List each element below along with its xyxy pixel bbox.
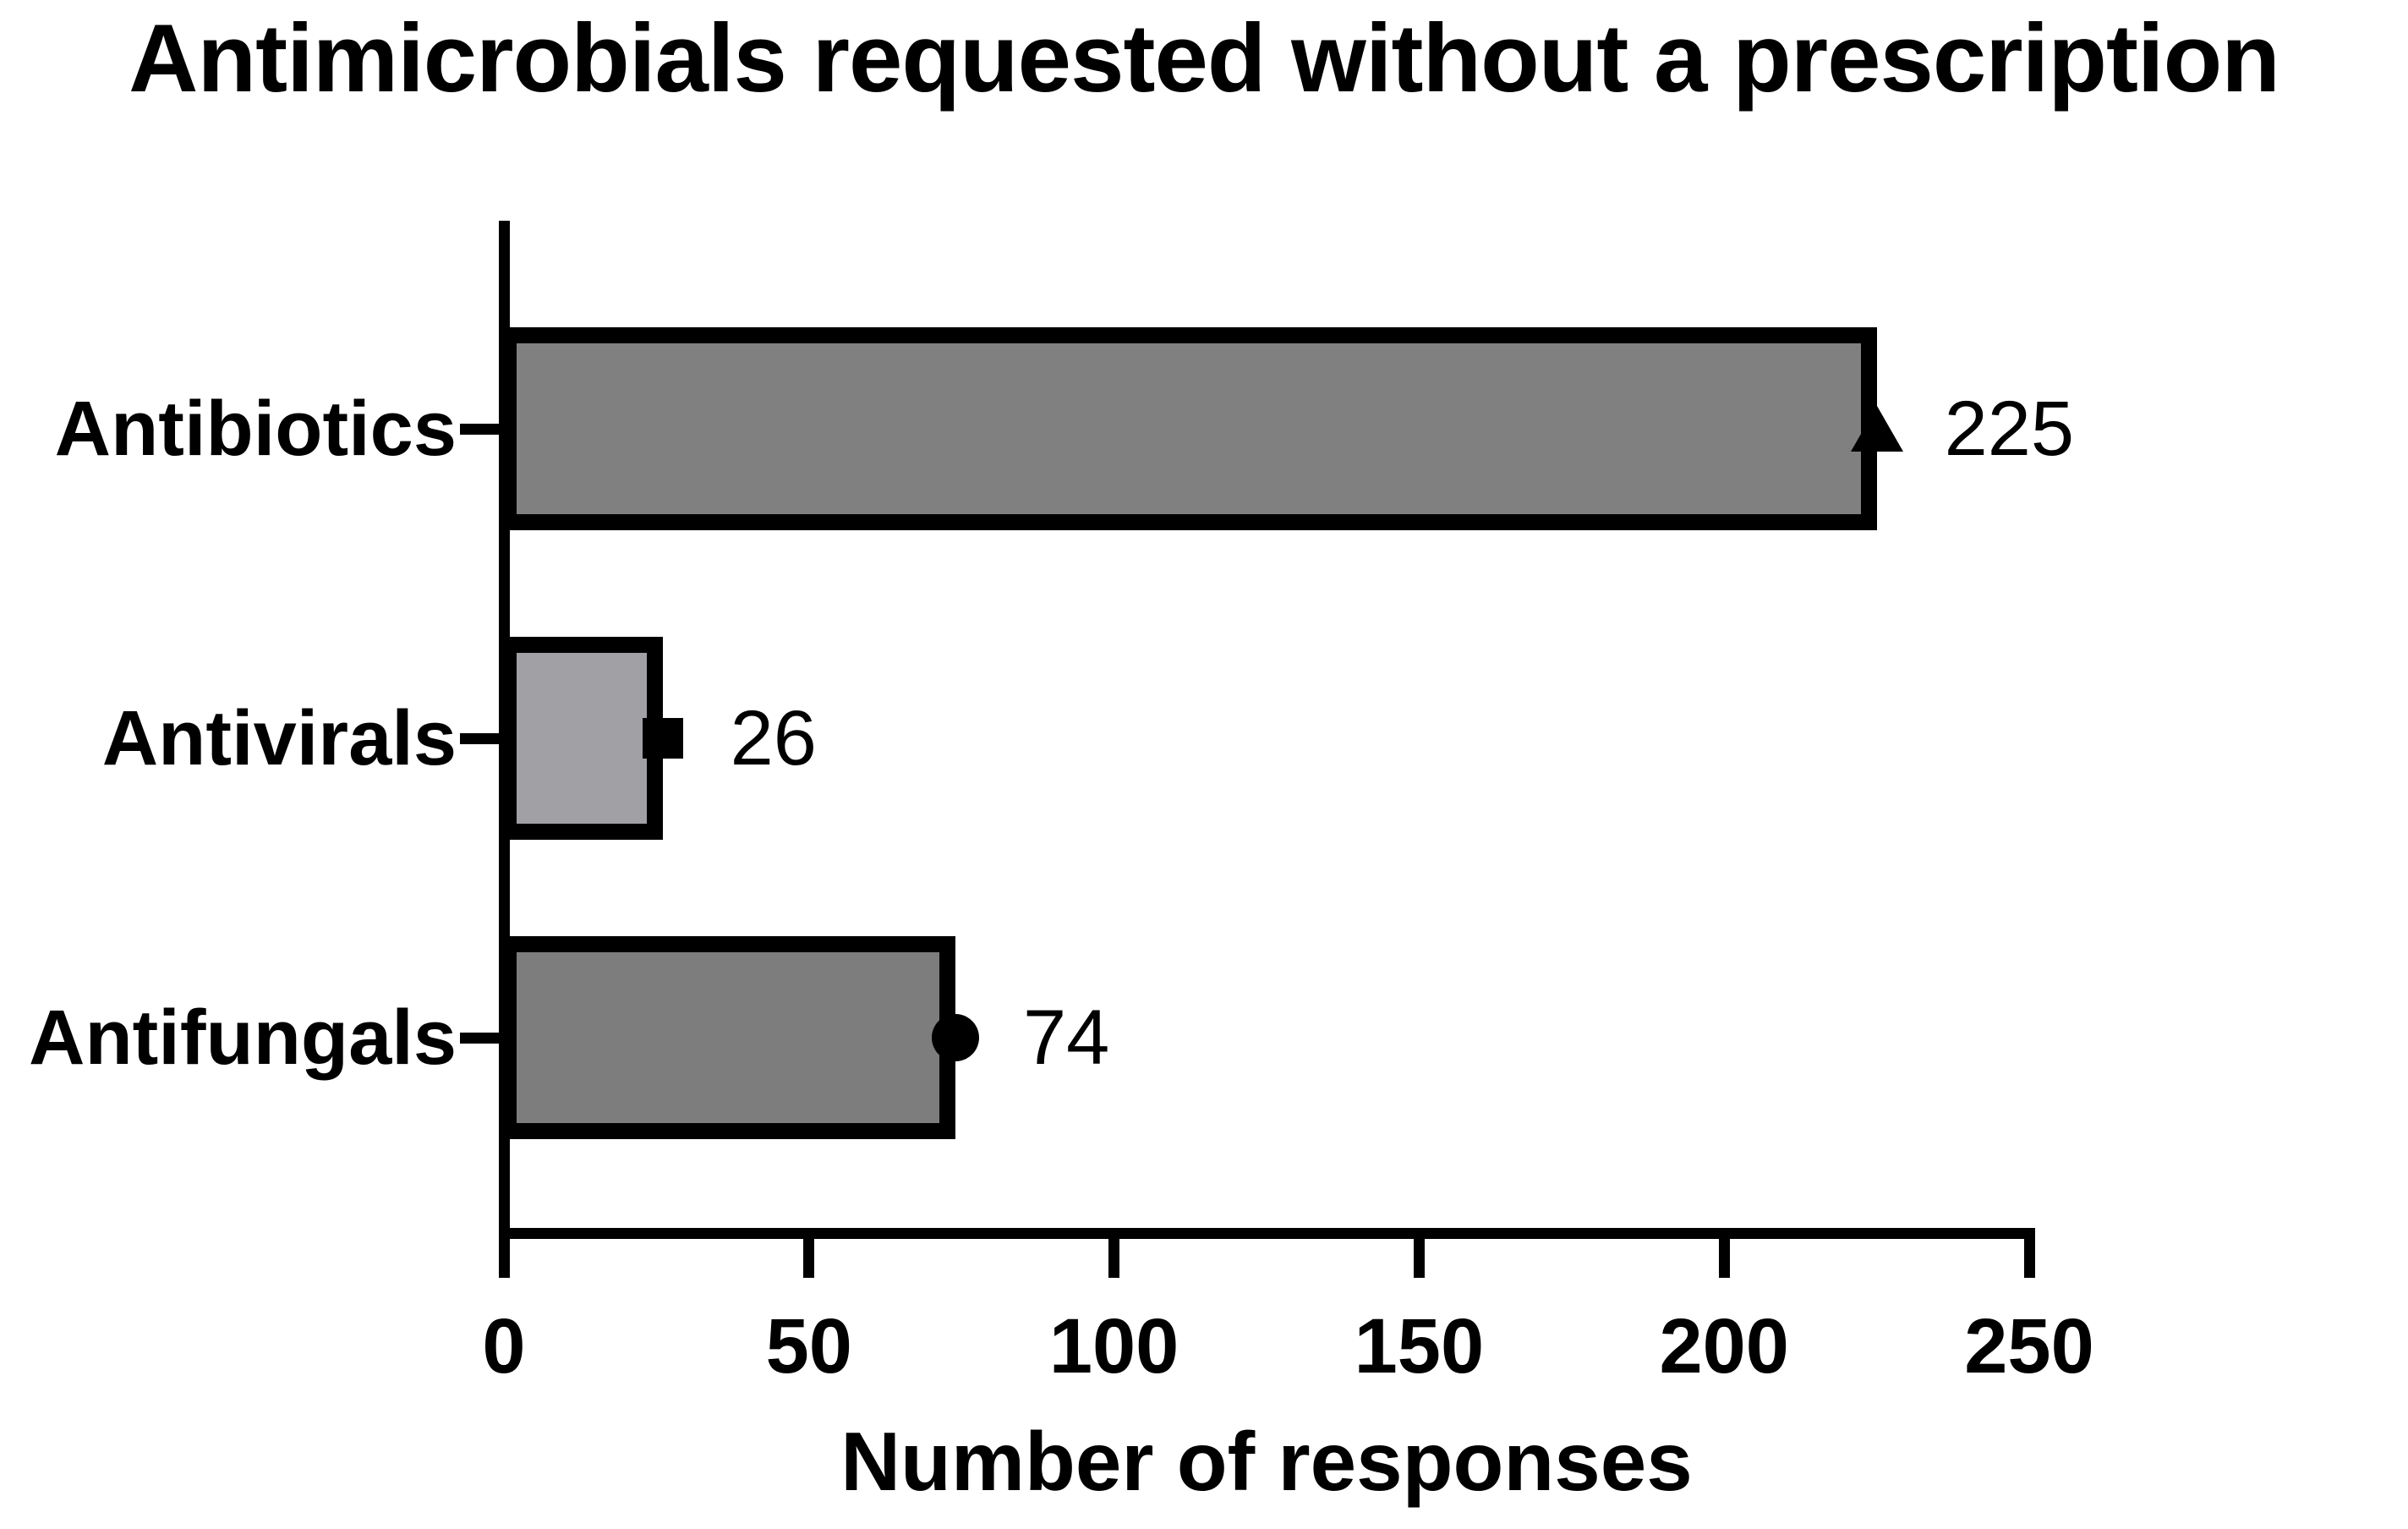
x-tick-label: 150 [1354,1303,1485,1389]
x-tick-label: 250 [1964,1303,2094,1389]
x-axis-title: Number of responses [840,1415,1693,1508]
chart-title: Antimicrobials requested without a presc… [129,5,2280,112]
data-point-marker-triangle [1850,406,1903,452]
category-label-antibiotics: Antibiotics [54,386,457,472]
x-tick-mark [2023,1239,2035,1278]
bar-antibiotics [501,327,1877,530]
x-tick-mark [1718,1239,1730,1278]
y-tick-mark [460,1032,499,1044]
bar-antifungals [501,936,955,1139]
x-tick-mark [1108,1239,1120,1278]
value-label: 26 [730,695,817,781]
category-label-antivirals: Antivirals [101,695,457,781]
value-label: 74 [1022,995,1110,1081]
x-axis-line [499,1228,2035,1239]
x-tick-mark [803,1239,815,1278]
category-label-antifungals: Antifungals [29,995,457,1081]
data-point-marker-square [642,718,683,759]
y-tick-mark [460,423,499,435]
value-label: 225 [1944,386,2075,472]
x-tick-label: 200 [1659,1303,1789,1389]
x-tick-label: 50 [765,1303,852,1389]
data-point-marker-circle [931,1014,979,1061]
x-tick-mark [498,1239,510,1278]
x-tick-label: 0 [482,1303,526,1389]
bar-antivirals [501,637,663,840]
x-tick-label: 100 [1048,1303,1179,1389]
x-tick-mark [1413,1239,1425,1278]
y-tick-mark [460,732,499,744]
